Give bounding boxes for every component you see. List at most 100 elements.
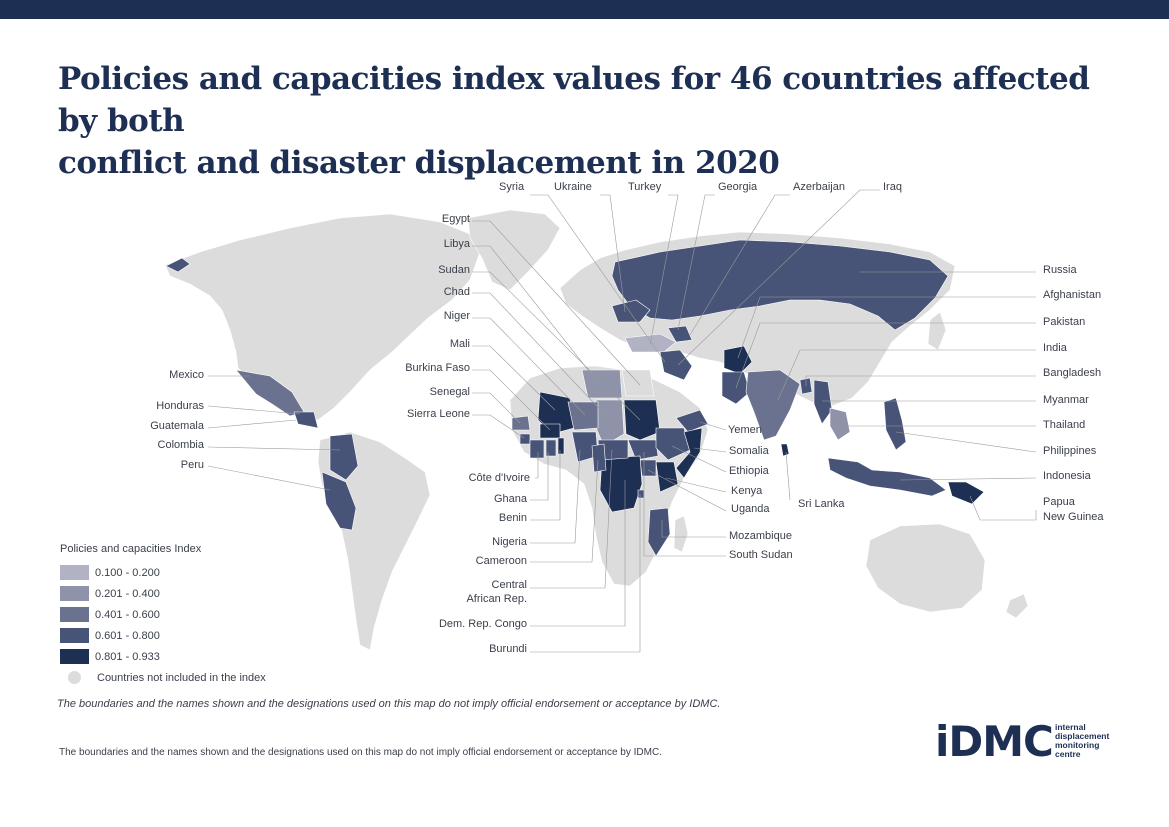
land-japan [927,311,947,351]
label-turkey: Turkey [628,181,662,193]
label-honduras: Honduras [156,400,204,412]
leader-afghanistan [737,296,1036,359]
leader-benin [530,450,561,521]
country-ghana [545,439,557,457]
label-peru: Peru [180,459,204,471]
leader-somalia [693,447,727,453]
label-png-1: Papua [1043,496,1075,508]
legend-item-not-included: Countries not included in the index [60,667,266,688]
label-dem-rep-congo: Dem. Rep. Congo [438,618,527,630]
countries-in-index [165,239,985,557]
country-sudan [623,399,661,441]
leader-car [530,449,613,589]
country-afghanistan [723,345,753,375]
label-senegal: Senegal [429,386,470,398]
country-alaska-part [165,257,191,273]
label-mali: Mali [449,338,470,350]
legend-item: 0.801 - 0.933 [60,646,266,667]
leader-senegal [472,392,521,424]
legend-item: 0.100 - 0.200 [60,562,266,583]
label-afghanistan: Afghanistan [1043,289,1102,301]
country-benin [557,437,565,455]
leader-drc [530,480,626,627]
leader-india [777,349,1036,401]
leader-png [969,495,1037,521]
legend-item: 0.601 - 0.800 [60,625,266,646]
leader-niger [472,317,586,416]
legend-swatch [60,649,89,664]
country-libya [581,369,623,399]
label-niger: Niger [443,310,470,322]
label-uganda: Uganda [731,503,770,515]
label-cote-divoire: Côte d'Ivoire [468,472,530,484]
leader-georgia [677,194,715,331]
label-myanmar: Myanmar [1043,394,1089,406]
leader-peru [207,465,331,491]
leader-ethiopia [671,445,727,473]
label-yemen: Yemen [728,424,762,436]
leader-burkina [472,369,551,431]
leader-nigeria [530,449,581,544]
leader-ghana [530,452,549,501]
label-sierra-leone: Sierra Leone [407,408,470,420]
label-ghana: Ghana [493,493,527,505]
idmc-logo: iDMC internal displacement monitoring ce… [935,720,1125,765]
country-russia [611,239,949,331]
country-burkina-faso [539,423,561,439]
leader-cameroon [530,459,599,563]
label-chad: Chad [443,286,470,298]
country-ukraine [611,299,651,323]
logo-tag-line: monitoring [1055,740,1100,750]
label-ukraine: Ukraine [554,181,592,193]
leader-uganda [647,469,727,512]
leader-ukraine [600,194,626,313]
country-burundi [637,489,645,499]
country-south-sudan [627,439,659,461]
leader-cote [535,452,539,479]
leader-philippines [895,431,1037,453]
label-mexico: Mexico [169,369,204,381]
land-north-america [164,213,481,421]
label-burundi: Burundi [489,643,527,655]
label-iraq: Iraq [883,181,902,193]
country-colombia [329,433,359,481]
leader-mali [472,345,556,411]
leader-yemen [699,421,727,431]
label-azerbaijan: Azerbaijan [793,181,845,193]
country-ethiopia [655,427,691,461]
title-line-2: conflict and disaster displacement in 20… [58,145,780,181]
label-indonesia: Indonesia [1043,470,1091,482]
label-south-sudan: South Sudan [729,549,793,561]
country-yemen [675,409,709,433]
leader-sierra [472,414,525,439]
country-drc [599,455,643,513]
legend-swatch [60,586,89,601]
label-bangladesh: Bangladesh [1043,367,1102,379]
label-kenya: Kenya [731,485,763,497]
country-uganda [639,459,657,477]
legend-swatch [60,628,89,643]
disclaimer: The boundaries and the names shown and t… [59,747,662,758]
leader-lines [207,189,1037,653]
country-indonesia [827,457,947,497]
leader-azerbaijan [689,194,790,336]
leader-srilanka [785,451,791,501]
disclaimer-italic: The boundaries and the names shown and t… [57,698,721,710]
leader-egypt [472,220,641,386]
top-bar [0,0,1169,19]
country-mozambique [647,507,671,557]
label-libya: Libya [443,238,470,250]
title-line-1: Policies and capacities index values for… [58,61,1090,139]
label-central-african-rep-2: African Rep. [466,593,527,605]
logo-mark: iDMC [935,717,1054,766]
land-madagascar [673,515,689,553]
label-burkina-faso: Burkina Faso [405,362,470,374]
logo-tag-line: centre [1055,749,1081,759]
country-cote-divoire [529,439,545,459]
country-cameroon [591,443,607,473]
leader-iraq [677,189,880,366]
label-png-2: New Guinea [1043,511,1104,523]
label-benin: Benin [498,512,527,524]
label-guatemala: Guatemala [150,420,204,432]
label-pakistan: Pakistan [1043,316,1086,328]
